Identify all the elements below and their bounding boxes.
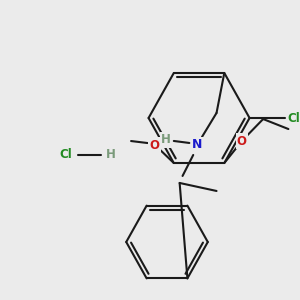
Text: H: H xyxy=(161,134,171,146)
Text: Cl: Cl xyxy=(288,112,300,124)
Text: O: O xyxy=(237,134,247,148)
Text: O: O xyxy=(149,139,159,152)
Text: H: H xyxy=(106,148,116,161)
Text: Cl: Cl xyxy=(60,148,72,161)
Text: N: N xyxy=(192,139,202,152)
